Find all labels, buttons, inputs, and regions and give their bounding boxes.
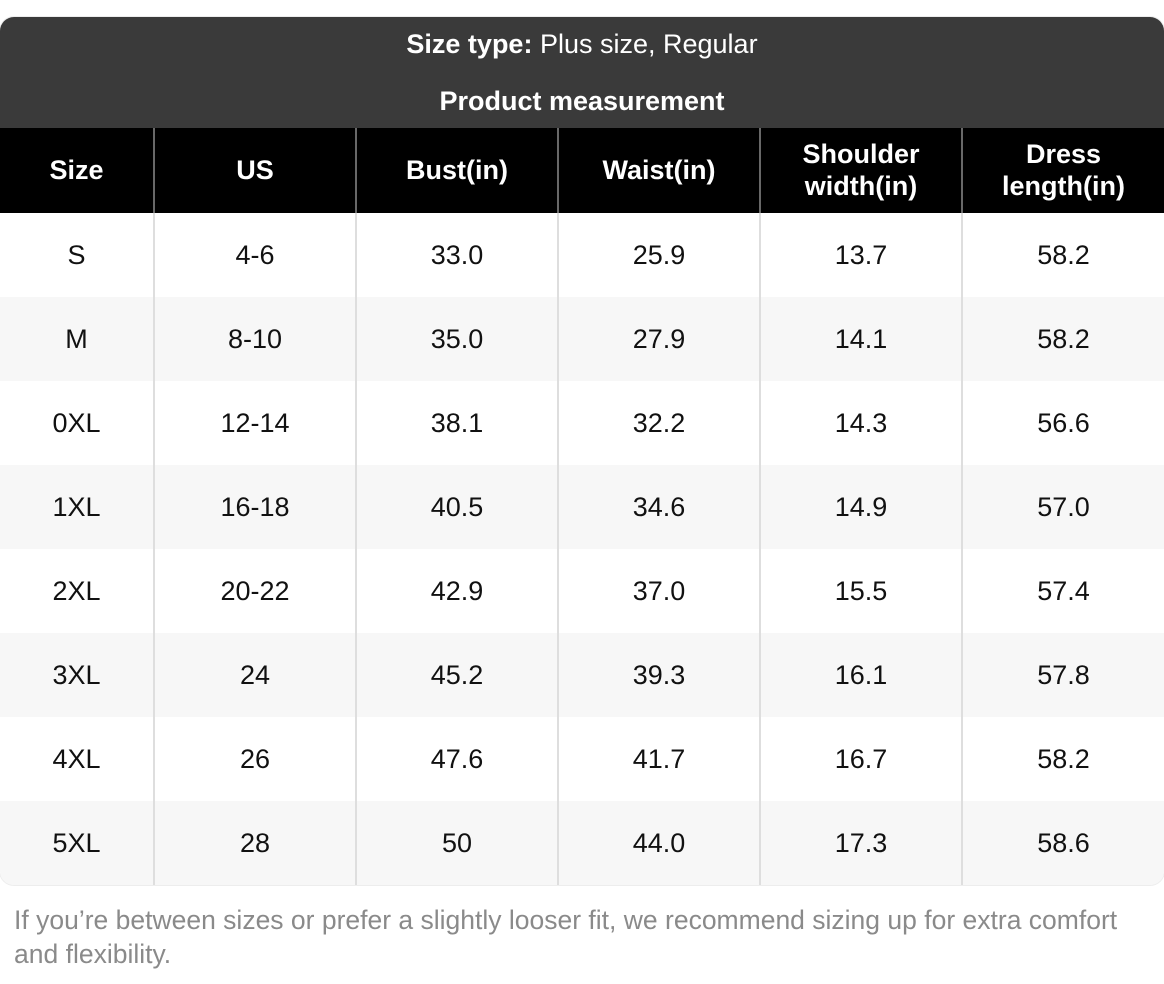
measurement-cell: 39.3 [557,633,760,717]
measurement-cell: 12-14 [153,381,356,465]
measurement-cell: 25.9 [557,213,760,297]
table-header: Size US Bust(in) Waist(in) Shoulder width(in… [0,128,1164,213]
size-label-cell: 2XL [0,549,154,633]
measurement-cell: 27.9 [557,297,760,381]
size-table: Size US Bust(in) Waist(in) Shoulder width(in… [0,128,1164,885]
measurement-cell: 42.9 [355,549,558,633]
measurement-cell: 32.2 [557,381,760,465]
table-header-row: Size US Bust(in) Waist(in) Shoulder width(in… [0,128,1164,213]
size-label-cell: M [0,297,154,381]
sizing-note: If you’re between sizes or prefer a slig… [14,905,1118,969]
size-type-value: Plus size, Regular [539,28,758,59]
measurement-cell: 16.7 [759,717,962,801]
table-row: 4XL 26 47.6 41.7 16.7 58.2 [0,717,1164,801]
chart-subtitle: Product measurement [439,85,725,116]
measurement-cell: 17.3 [759,801,962,885]
measurement-cell: 16-18 [153,465,356,549]
measurement-cell: 37.0 [557,549,760,633]
measurement-cell: 58.6 [961,801,1164,885]
measurement-cell: 34.6 [557,465,760,549]
column-header: Shoulder width(in) [759,128,962,213]
table-row: 1XL 16-18 40.5 34.6 14.9 57.0 [0,465,1164,549]
measurement-cell: 14.1 [759,297,962,381]
size-type-label: Size type: [406,28,533,59]
measurement-cell: 35.0 [355,297,558,381]
measurement-cell: 13.7 [759,213,962,297]
measurement-cell: 58.2 [961,297,1164,381]
measurement-cell: 57.4 [961,549,1164,633]
column-header: US [153,128,356,213]
size-type-line: Size type: Plus size, Regular [406,29,757,60]
measurement-cell: 44.0 [557,801,760,885]
measurement-cell: 56.6 [961,381,1164,465]
chart-title-banner: Size type: Plus size, Regular Product me… [0,17,1164,128]
measurement-cell: 14.9 [759,465,962,549]
table-row: 0XL 12-14 38.1 32.2 14.3 56.6 [0,381,1164,465]
table-row: S 4-6 33.0 25.9 13.7 58.2 [0,213,1164,297]
measurement-cell: 58.2 [961,717,1164,801]
column-header: Size [0,128,154,213]
table-body: S 4-6 33.0 25.9 13.7 58.2 M 8-10 35.0 27.9 14.1 58.… [0,213,1164,885]
size-chart-card: Size type: Plus size, Regular Product me… [0,17,1164,885]
measurement-cell: 47.6 [355,717,558,801]
measurement-cell: 16.1 [759,633,962,717]
table-row: 2XL 20-22 42.9 37.0 15.5 57.4 [0,549,1164,633]
measurement-cell: 50 [355,801,558,885]
size-label-cell: 1XL [0,465,154,549]
measurement-cell: 8-10 [153,297,356,381]
column-header: Bust(in) [355,128,558,213]
measurement-cell: 33.0 [355,213,558,297]
measurement-cell: 24 [153,633,356,717]
measurement-cell: 40.5 [355,465,558,549]
measurement-cell: 14.3 [759,381,962,465]
table-row: 5XL 28 50 44.0 17.3 58.6 [0,801,1164,885]
measurement-cell: 38.1 [355,381,558,465]
measurement-cell: 15.5 [759,549,962,633]
measurement-cell: 58.2 [961,213,1164,297]
size-label-cell: 0XL [0,381,154,465]
column-header: Waist(in) [557,128,760,213]
column-header: Dress length(in) [961,128,1164,213]
size-label-cell: 4XL [0,717,154,801]
measurement-cell: 41.7 [557,717,760,801]
measurement-cell: 45.2 [355,633,558,717]
measurement-cell: 20-22 [153,549,356,633]
size-label-cell: S [0,213,154,297]
measurement-cell: 28 [153,801,356,885]
table-row: M 8-10 35.0 27.9 14.1 58.2 [0,297,1164,381]
size-label-cell: 3XL [0,633,154,717]
measurement-cell: 4-6 [153,213,356,297]
measurement-cell: 26 [153,717,356,801]
measurement-cell: 57.8 [961,633,1164,717]
table-row: 3XL 24 45.2 39.3 16.1 57.8 [0,633,1164,717]
measurement-cell: 57.0 [961,465,1164,549]
size-label-cell: 5XL [0,801,154,885]
